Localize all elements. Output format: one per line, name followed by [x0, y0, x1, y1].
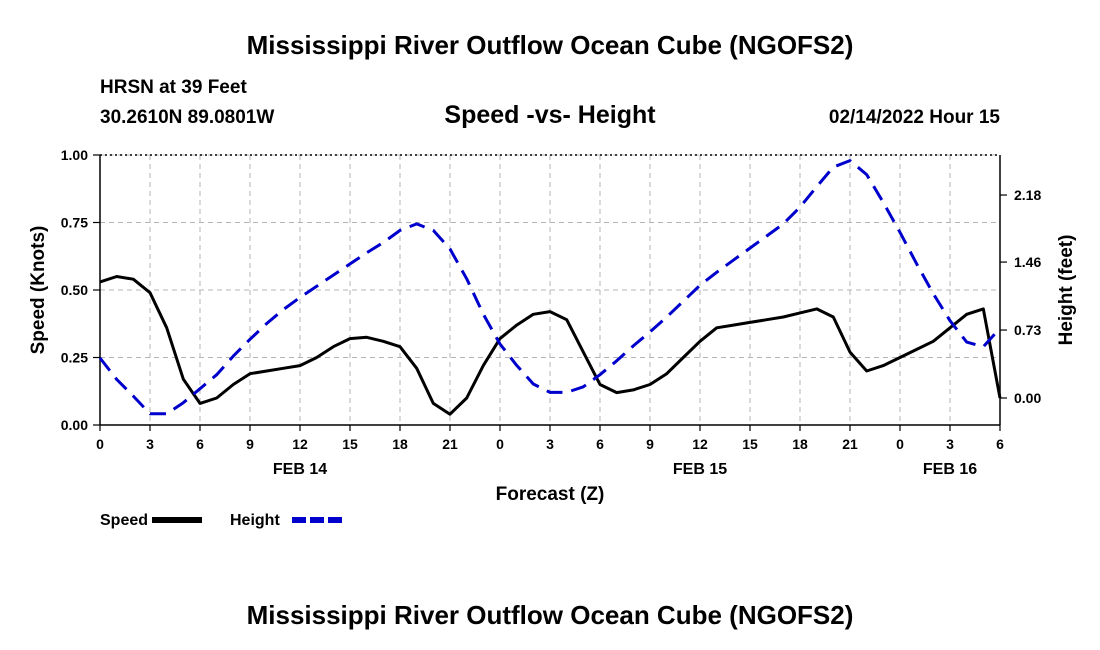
- x-axis-title: Forecast (Z): [496, 484, 605, 505]
- x-tick-label: 3: [946, 436, 954, 452]
- y2-tick-label: 0.00: [1014, 390, 1041, 406]
- x-date-label: FEB 15: [673, 461, 727, 478]
- y-tick-label: 0.00: [61, 417, 88, 433]
- y2-axis-title: Height (feet): [1056, 235, 1077, 346]
- forecast-datetime: 02/14/2022 Hour 15: [828, 107, 1000, 128]
- x-tick-label: 0: [896, 436, 904, 452]
- x-tick-label: 6: [996, 436, 1004, 452]
- x-tick-label: 0: [496, 436, 504, 452]
- y2-tick-label: 2.18: [1014, 187, 1041, 203]
- y-tick-label: 0.25: [61, 350, 88, 366]
- legend-label-speed: Speed: [100, 512, 148, 529]
- x-tick-label: 6: [196, 436, 204, 452]
- series-line-height: [98, 159, 1002, 416]
- chart-title: Speed -vs- Height: [444, 101, 656, 129]
- legend-label-height: Height: [230, 512, 280, 529]
- x-tick-label: 12: [692, 436, 708, 452]
- x-tick-label: 0: [96, 436, 104, 452]
- y-tick-label: 1.00: [61, 147, 88, 163]
- x-date-label: FEB 14: [273, 461, 327, 478]
- page-title: Mississippi River Outflow Ocean Cube (NG…: [246, 30, 854, 60]
- station-coordinates: 30.2610N 89.0801W: [100, 107, 275, 128]
- x-tick-label: 15: [742, 436, 758, 452]
- x-tick-label: 9: [246, 436, 254, 452]
- y-tick-label: 0.75: [61, 215, 88, 231]
- y2-tick-label: 1.46: [1014, 254, 1041, 270]
- x-tick-label: 18: [392, 436, 408, 452]
- series-line-speed: [99, 275, 1002, 416]
- y-axis-title: Speed (Knots): [28, 226, 49, 355]
- x-tick-label: 9: [646, 436, 654, 452]
- x-date-label: FEB 16: [923, 461, 977, 478]
- x-tick-label: 3: [146, 436, 154, 452]
- y2-tick-label: 0.73: [1014, 322, 1041, 338]
- x-tick-label: 15: [342, 436, 358, 452]
- x-tick-label: 21: [442, 436, 458, 452]
- x-tick-label: 21: [842, 436, 858, 452]
- x-tick-label: 3: [546, 436, 554, 452]
- x-tick-label: 12: [292, 436, 308, 452]
- footer-title: Mississippi River Outflow Ocean Cube (NG…: [246, 600, 854, 630]
- station-name: HRSN at 39 Feet: [100, 77, 247, 98]
- x-tick-label: 18: [792, 436, 808, 452]
- y-tick-label: 0.50: [61, 282, 88, 298]
- x-tick-label: 6: [596, 436, 604, 452]
